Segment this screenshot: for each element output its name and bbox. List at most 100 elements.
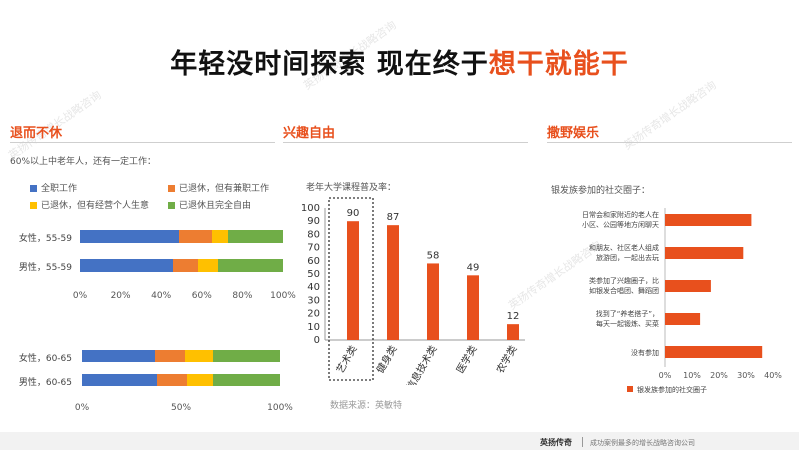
x-tick-label: 40% [151, 291, 172, 301]
bar [427, 263, 439, 340]
y-tick-label: 0 [314, 335, 320, 346]
y-tick-label: 70 [307, 243, 320, 254]
bar [387, 225, 399, 340]
x-tick-label: 医学类 [453, 343, 479, 375]
section-title-middle: 兴趣自由 [283, 126, 336, 141]
title-highlight: 想干就能干 [488, 49, 629, 80]
x-tick-label: 100% [270, 291, 296, 301]
x-tick-label: 信息技术类 [403, 343, 439, 385]
bar [665, 313, 701, 325]
bar-segment [155, 350, 185, 362]
legend-label: 已退休，但有经营个人生意 [41, 201, 150, 211]
bar [665, 214, 752, 226]
y-tick-label: 60 [307, 256, 320, 267]
x-tick-label: 0% [659, 371, 672, 380]
bar-segment [82, 350, 156, 362]
data-label: 58 [427, 250, 440, 261]
section-title-left: 退而不休 [10, 126, 63, 141]
row-label: 男性，55-59 [18, 263, 72, 273]
bar [665, 247, 744, 259]
bar-segment [179, 230, 212, 243]
y-tick-label: 10 [307, 322, 320, 333]
bar [665, 346, 763, 358]
x-tick-label: 60% [191, 291, 212, 301]
y-tick-label: 类参加了兴趣圈子，比 [589, 276, 659, 285]
legend-swatch [627, 386, 633, 392]
section-subtitle-left: 60%以上中老年人，还有一定工作： [10, 157, 157, 167]
page-title: 年轻没时间探索 现在终于想干就能干 [0, 42, 799, 81]
legend-label: 银发族参加的社交圈子 [637, 385, 707, 394]
y-tick-label: 和朋友、社区老人组成 [589, 243, 659, 252]
legend-business: 已退休，但有经营个人生意 [30, 198, 149, 211]
data-label: 12 [507, 311, 520, 322]
x-tick-label: 0% [74, 403, 90, 413]
section-divider-right [547, 142, 792, 143]
section-divider-middle [283, 142, 528, 143]
stacked-bar [82, 350, 280, 362]
x-tick-label: 农学类 [493, 343, 519, 375]
legend-label: 全职工作 [41, 184, 78, 194]
data-label: 90 [347, 208, 360, 219]
title-main: 年轻没时间探索 现在终于 [170, 49, 489, 80]
legend-part-time: 已退休，但有兼职工作 [168, 181, 269, 194]
data-label: 49 [467, 262, 480, 273]
social-circles-chart: 日常会和家附近的老人在小区、公园等地方闲聊天和朋友、社区老人组成旅游团，一起出去… [582, 208, 782, 394]
x-tick-label: 40% [764, 371, 782, 380]
legend-swatch [30, 202, 37, 209]
legend-label: 已退休，但有兼职工作 [179, 184, 270, 194]
y-tick-label: 40 [307, 282, 320, 293]
x-tick-label: 80% [232, 291, 253, 301]
row-label: 女性，60-65 [18, 354, 72, 364]
x-tick-label: 100% [267, 403, 293, 413]
y-tick-label: 30 [307, 295, 320, 306]
footer-tagline: 成功案例最多的增长战略咨询公司 [590, 439, 695, 447]
bar-segment [82, 374, 158, 386]
bar [665, 280, 711, 292]
bar-segment [228, 230, 283, 243]
x-tick-label: 50% [170, 403, 192, 413]
x-tick-label: 30% [737, 371, 755, 380]
y-tick-label: 每天一起锻炼、买菜 [596, 319, 659, 328]
legend-full-time: 全职工作 [30, 181, 77, 194]
y-tick-label: 旅游团，一起出去玩 [596, 253, 659, 262]
row-label: 男性，60-65 [18, 378, 72, 388]
x-tick-label: 10% [683, 371, 701, 380]
y-tick-label: 100 [301, 203, 320, 214]
footer-brand: 英扬传奇 [540, 438, 572, 447]
y-tick-label: 日常会和家附近的老人在 [582, 210, 659, 219]
y-tick-label: 20 [307, 309, 320, 320]
legend-free: 已退休且完全自由 [168, 198, 251, 211]
bar-segment [186, 374, 213, 386]
bar [507, 324, 519, 340]
bar [347, 221, 359, 340]
bar-segment [157, 374, 187, 386]
bar-segment [197, 259, 219, 272]
section-subtitle-right: 银发族参加的社交圈子： [551, 186, 651, 196]
y-tick-label: 小区、公园等地方闲聊天 [582, 220, 659, 229]
bar-segment [212, 350, 280, 362]
bar-segment [218, 259, 283, 272]
x-tick-label: 健身类 [373, 343, 399, 375]
course-popularity-chart: 0 10 20 30 40 50 60 70 80 90 100 90 艺术类 87 健身类 58 信息技术类 4… [301, 197, 525, 385]
legend-swatch [30, 185, 37, 192]
x-tick-label: 20% [710, 371, 728, 380]
legend-swatch [168, 185, 175, 192]
y-tick-label: 90 [307, 216, 320, 227]
y-tick-label: 如银发合唱团、舞蹈团 [589, 286, 659, 295]
stacked-bar [80, 230, 283, 243]
highlight-box [328, 197, 374, 381]
footer-divider [582, 437, 583, 447]
bar-segment [184, 350, 213, 362]
x-tick-label: 20% [110, 291, 131, 301]
stacked-bar [82, 374, 280, 386]
x-tick-label: 艺术类 [333, 343, 359, 375]
x-tick-label: 0% [72, 291, 88, 301]
y-tick-label: 80 [307, 229, 320, 240]
section-divider-left [10, 142, 275, 143]
legend-swatch [168, 202, 175, 209]
y-tick-label: 找到了“养老搭子”， [596, 309, 659, 318]
bar-segment [212, 374, 280, 386]
section-title-right: 撒野娱乐 [547, 126, 600, 141]
bar [467, 275, 479, 340]
bar-segment [80, 230, 180, 243]
